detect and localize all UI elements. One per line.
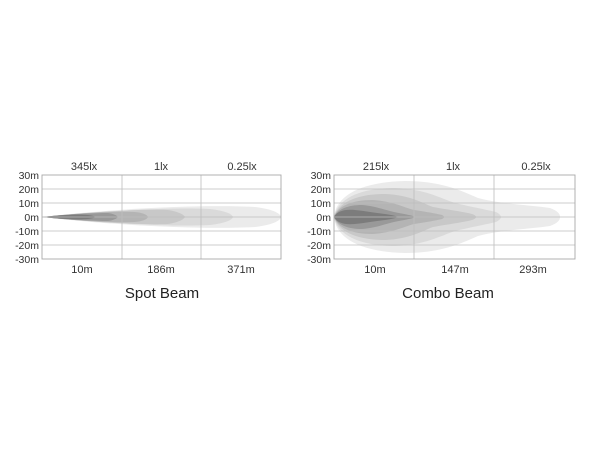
distance-label: 293m bbox=[519, 264, 547, 276]
spot-beam-distance-labels: 10m 186m 371m bbox=[71, 264, 254, 276]
y-tick-label: -10m bbox=[15, 226, 39, 238]
y-tick-label: 30m bbox=[19, 170, 40, 182]
spot-beam-title: Spot Beam bbox=[125, 285, 199, 302]
combo-beam-distance-labels: 10m 147m 293m bbox=[364, 264, 546, 276]
y-tick-label: -20m bbox=[307, 240, 331, 252]
y-tick-label: 20m bbox=[311, 184, 332, 196]
y-tick-label: -30m bbox=[15, 254, 39, 266]
lux-label: 1lx bbox=[446, 161, 461, 173]
lux-label: 1lx bbox=[154, 161, 169, 173]
lux-label: 345lx bbox=[71, 161, 98, 173]
lux-label: 0.25lx bbox=[521, 161, 551, 173]
spot-beam-y-axis: 30m 20m 10m 0m -10m -20m -30m bbox=[15, 170, 39, 266]
y-tick-label: 20m bbox=[19, 184, 40, 196]
distance-label: 10m bbox=[364, 264, 385, 276]
y-tick-label: 10m bbox=[19, 198, 40, 210]
y-tick-label: 0m bbox=[316, 212, 331, 224]
combo-beam-title: Combo Beam bbox=[402, 285, 494, 302]
distance-label: 10m bbox=[71, 264, 92, 276]
combo-beam-y-axis: 30m 20m 10m 0m -10m -20m -30m bbox=[307, 170, 331, 266]
y-tick-label: -10m bbox=[307, 226, 331, 238]
distance-label: 147m bbox=[441, 264, 469, 276]
spot-beam-grid bbox=[41, 174, 282, 260]
distance-label: 371m bbox=[227, 264, 255, 276]
y-tick-label: 10m bbox=[311, 198, 332, 210]
spot-beam-lux-labels: 345lx 1lx 0.25lx bbox=[71, 161, 257, 173]
combo-beam-grid bbox=[333, 174, 576, 260]
lux-label: 215lx bbox=[363, 161, 390, 173]
y-tick-label: -30m bbox=[307, 254, 331, 266]
y-tick-label: 0m bbox=[24, 212, 39, 224]
combo-beam-lux-labels: 215lx 1lx 0.25lx bbox=[363, 161, 551, 173]
lux-label: 0.25lx bbox=[227, 161, 257, 173]
y-tick-label: -20m bbox=[15, 240, 39, 252]
combo-beam-panel: 30m 20m 10m 0m -10m -20m -30m 215lx 1lx … bbox=[307, 161, 576, 302]
y-tick-label: 30m bbox=[311, 170, 332, 182]
distance-label: 186m bbox=[147, 264, 175, 276]
spot-beam-panel: 30m 20m 10m 0m -10m -20m -30m 345lx 1lx … bbox=[15, 161, 282, 302]
